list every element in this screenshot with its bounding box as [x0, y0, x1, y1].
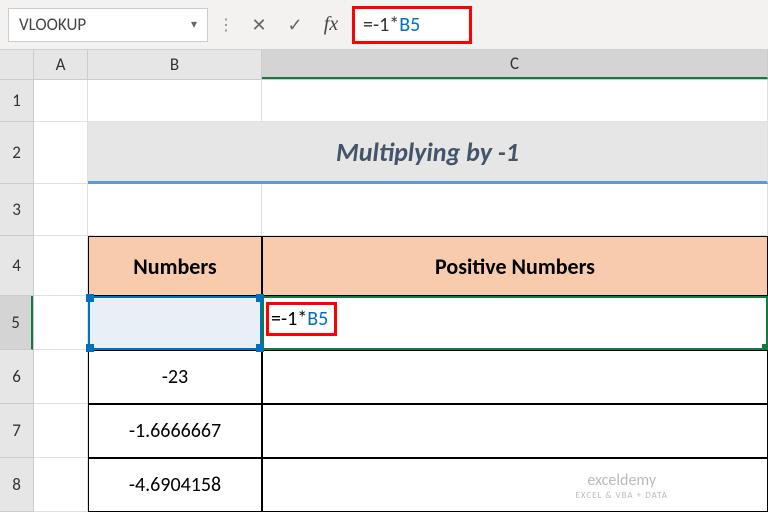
column-headers: A B C	[34, 50, 768, 80]
cell-b5[interactable]: -4	[88, 296, 262, 350]
cell-b8-value: -4.6904158	[129, 473, 221, 497]
formula-highlight-box: =-1*B5	[266, 302, 337, 336]
chevron-down-icon[interactable]: ▾	[191, 17, 197, 32]
row-header-1[interactable]: 1	[0, 80, 33, 122]
col-header-b[interactable]: B	[88, 50, 262, 79]
cell-c7[interactable]	[262, 404, 768, 458]
select-all-corner[interactable]	[0, 50, 34, 80]
cell-a4[interactable]	[34, 236, 88, 296]
cell-c8[interactable]	[262, 458, 768, 512]
cell-a8[interactable]	[34, 458, 88, 512]
row-header-3[interactable]: 3	[0, 184, 33, 236]
title-cell[interactable]: Multiplying by -1	[88, 122, 768, 184]
formula-input[interactable]: =-1*B5	[363, 13, 420, 37]
cell-b1[interactable]	[88, 80, 262, 122]
row-header-5[interactable]: 5	[0, 296, 33, 350]
row-header-4[interactable]: 4	[0, 236, 33, 296]
cell-a3[interactable]	[34, 184, 88, 236]
cell-a5[interactable]	[34, 296, 88, 350]
row-header-2[interactable]: 2	[0, 122, 33, 184]
cell-b3[interactable]	[88, 184, 262, 236]
cell-b5-value: -4	[167, 311, 183, 335]
row-header-7[interactable]: 7	[0, 404, 33, 458]
watermark-main: exceldemy	[576, 471, 668, 490]
title-text: Multiplying by -1	[336, 136, 519, 168]
col-header-a[interactable]: A	[34, 50, 88, 79]
header-numbers-text: Numbers	[133, 253, 216, 280]
cell-b6-value: -23	[162, 365, 188, 389]
cell-b7[interactable]: -1.6666667	[88, 404, 262, 458]
cell-c1[interactable]	[262, 80, 768, 122]
cell-c6[interactable]	[262, 350, 768, 404]
header-positive-text: Positive Numbers	[435, 253, 595, 280]
formula-bar: VLOOKUP ▾ ⋮ ✕ ✓ fx =-1*B5	[0, 0, 768, 50]
name-box-text: VLOOKUP	[19, 14, 86, 35]
header-positive[interactable]: Positive Numbers	[262, 236, 768, 296]
row-headers: 1 2 3 4 5 6 7 8	[0, 80, 34, 512]
confirm-icon[interactable]: ✓	[280, 10, 310, 40]
cell-b6[interactable]: -23	[88, 350, 262, 404]
cell-c5-editing[interactable]: =-1*B5	[262, 296, 768, 350]
cell-b8[interactable]: -4.6904158	[88, 458, 262, 512]
cell-c3[interactable]	[262, 184, 768, 236]
cancel-icon[interactable]: ✕	[244, 10, 274, 40]
row-header-6[interactable]: 6	[0, 350, 33, 404]
spreadsheet-grid: A B C 1 2 3 4 5 6 7 8 Multiplying by -1	[0, 50, 768, 519]
watermark-sub: EXCEL & VBA + DATA	[576, 490, 668, 501]
cell-a2[interactable]	[34, 122, 88, 184]
fx-icon[interactable]: fx	[316, 10, 346, 40]
cell-a6[interactable]	[34, 350, 88, 404]
name-box[interactable]: VLOOKUP ▾	[8, 8, 208, 42]
cell-a1[interactable]	[34, 80, 88, 122]
row-header-8[interactable]: 8	[0, 458, 33, 512]
cell-b7-value: -1.6666667	[129, 419, 221, 443]
formula-input-highlight: =-1*B5	[352, 6, 472, 44]
cells-area: Multiplying by -1 Numbers Positive Numbe…	[34, 80, 768, 519]
col-header-c[interactable]: C	[262, 50, 768, 79]
cell-a7[interactable]	[34, 404, 88, 458]
separator: ⋮	[214, 15, 238, 35]
watermark: exceldemy EXCEL & VBA + DATA	[576, 471, 668, 501]
header-numbers[interactable]: Numbers	[88, 236, 262, 296]
